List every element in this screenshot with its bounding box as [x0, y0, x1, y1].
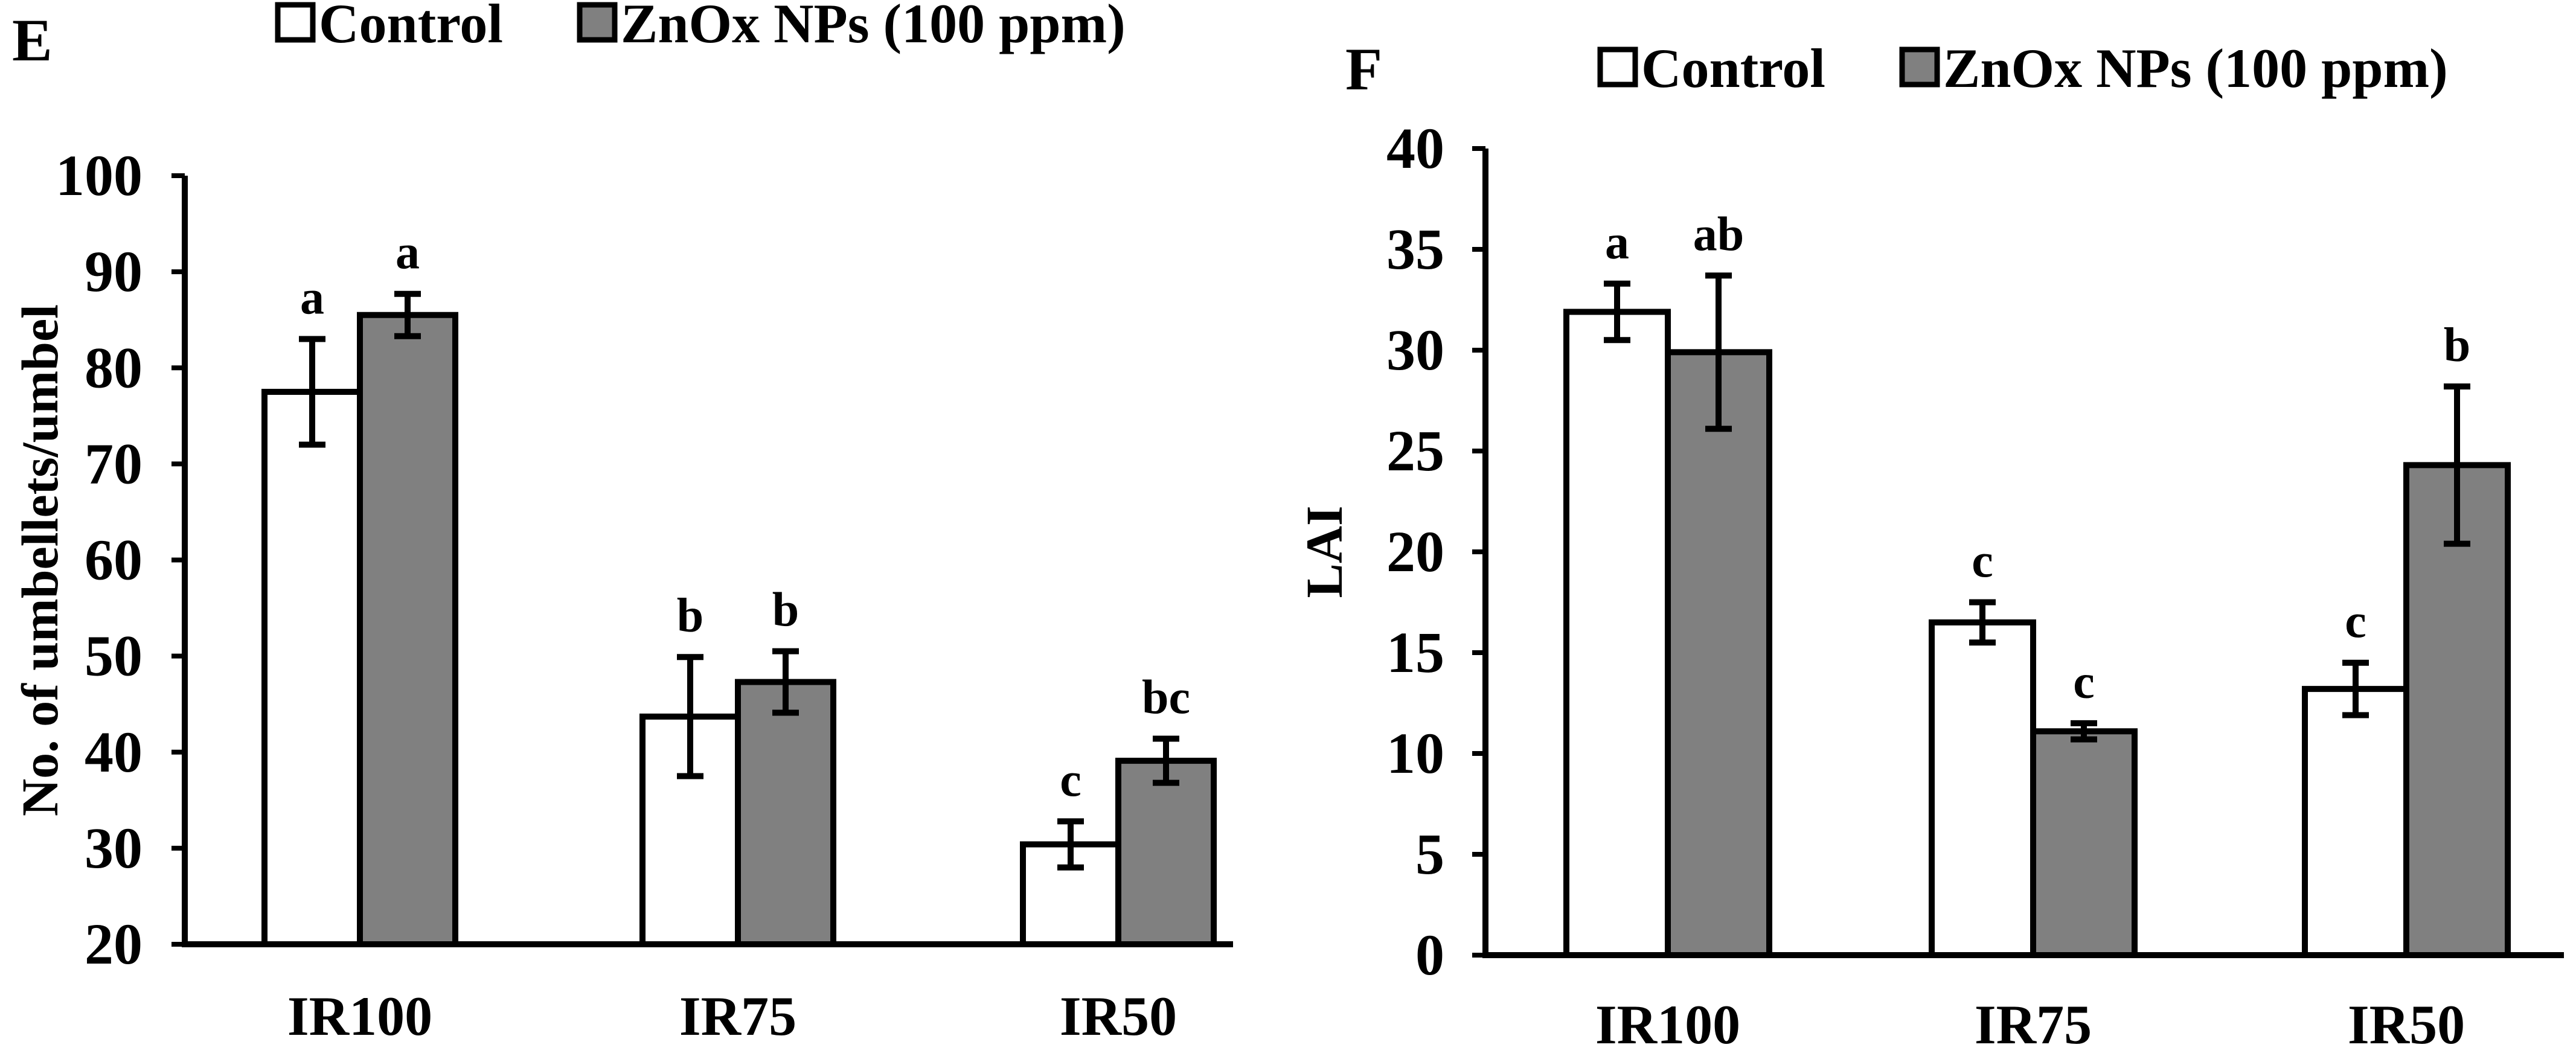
bar-treated-ir50 — [1115, 758, 1217, 948]
x-category-label-ir50: IR50 — [2348, 994, 2465, 1055]
y-tick-label: 40 — [85, 720, 143, 784]
panel-label-f: F — [1345, 36, 1382, 103]
significance-letter: c — [1060, 753, 1081, 807]
x-category-label-ir75: IR75 — [1975, 994, 2092, 1055]
y-tick-label: 60 — [85, 528, 143, 592]
bar-control-ir100 — [261, 389, 363, 947]
significance-letter: a — [396, 226, 420, 280]
y-tick-label: 90 — [85, 239, 143, 304]
legend-swatch-control — [1597, 46, 1638, 88]
legend-swatch-treated — [577, 2, 618, 43]
y-tick-label: 30 — [1386, 318, 1444, 382]
x-category-label-ir75: IR75 — [679, 985, 796, 1047]
x-category-label-ir100: IR100 — [1595, 994, 1740, 1055]
bar-treated-ir100 — [357, 312, 458, 948]
bar-treated-ir100 — [1665, 349, 1772, 958]
bar-treated-ir50 — [2403, 462, 2511, 958]
y-tick-label: 20 — [1386, 519, 1444, 584]
legend-label-control: Control — [1641, 37, 1825, 99]
y-tick-label: 10 — [1386, 721, 1444, 785]
y-tick-label: 5 — [1415, 822, 1444, 886]
significance-letter: c — [2345, 595, 2366, 648]
legend-label-treated: ZnOx NPs (100 ppm) — [621, 0, 1126, 54]
significance-letter: bc — [1142, 671, 1190, 724]
y-tick-label: 0 — [1415, 923, 1444, 987]
bar-treated-ir75 — [2030, 728, 2138, 958]
significance-letter: a — [300, 272, 324, 325]
y-tick-label: 20 — [85, 912, 143, 976]
legend-label-control: Control — [319, 0, 503, 54]
bar-control-ir75 — [1929, 619, 2036, 958]
y-tick-label: 15 — [1386, 620, 1444, 685]
y-tick-label: 50 — [85, 624, 143, 688]
y-tick-label: 70 — [85, 431, 143, 496]
y-tick-label: 100 — [56, 143, 143, 208]
y-tick-label: 80 — [85, 335, 143, 400]
bar-control-ir100 — [1563, 309, 1671, 958]
significance-letter: b — [2444, 319, 2471, 372]
significance-letter: a — [1605, 216, 1629, 269]
x-category-label-ir50: IR50 — [1060, 985, 1177, 1047]
legend-swatch-treated — [1899, 46, 1940, 88]
bar-treated-ir75 — [735, 679, 836, 947]
y-tick-label: 25 — [1386, 418, 1444, 483]
x-category-label-ir100: IR100 — [287, 985, 432, 1047]
bar-control-ir50 — [2302, 686, 2409, 958]
significance-letter: b — [772, 584, 799, 637]
significance-letter: ab — [1693, 208, 1745, 261]
legend-label-treated: ZnOx NPs (100 ppm) — [1943, 37, 2448, 99]
y-tick-label: 40 — [1386, 116, 1444, 181]
significance-letter: c — [1972, 535, 1993, 588]
y-tick-label: 30 — [85, 816, 143, 880]
significance-letter: c — [2073, 656, 2095, 709]
panel-label-e: E — [12, 7, 53, 74]
y-tick-label: 35 — [1386, 217, 1444, 281]
y-axis-label: LAI — [1295, 506, 1353, 598]
significance-letter: b — [677, 589, 704, 642]
y-axis-label: No. of umbellets/umbel — [11, 304, 69, 816]
legend-swatch-control — [275, 2, 316, 43]
